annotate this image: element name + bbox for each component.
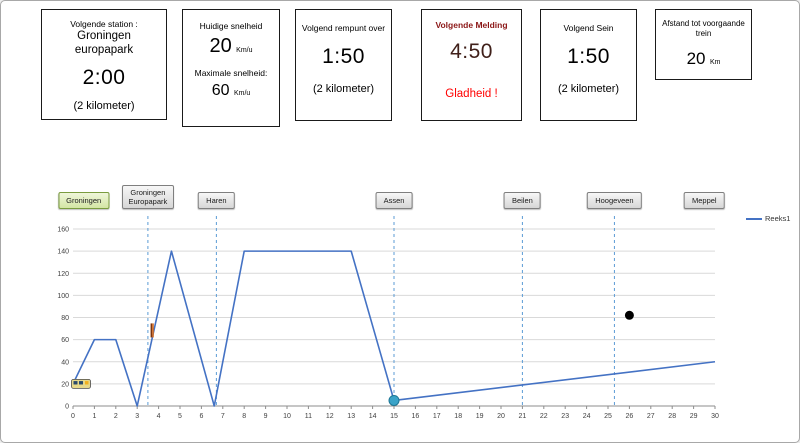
current-speed-unit: Km/u <box>236 47 253 54</box>
max-speed-label: Maximale snelheid: <box>194 68 268 78</box>
x-tick-label: 2 <box>114 413 118 420</box>
x-tick-label: 7 <box>221 413 225 420</box>
x-tick-label: 6 <box>199 413 203 420</box>
y-tick-label: 160 <box>57 227 69 234</box>
next-message-warning: Gladheid ! <box>445 88 498 100</box>
y-tick-label: 120 <box>57 271 69 278</box>
y-tick-label: 140 <box>57 249 69 256</box>
x-tick-label: 12 <box>326 413 334 420</box>
station-label-groningen[interactable]: Groningen <box>58 192 110 209</box>
station-labels-row: Groningen Groningen Europapark Haren Assen B… <box>1 179 799 211</box>
x-tick-label: 30 <box>711 413 719 420</box>
x-tick-label: 20 <box>497 413 505 420</box>
train-ahead-marker <box>624 310 634 320</box>
y-tick-label: 40 <box>61 359 69 366</box>
x-tick-label: 21 <box>519 413 527 420</box>
station-label-meppel[interactable]: Meppel <box>683 192 725 209</box>
speed-profile-line <box>72 250 716 407</box>
panel-next-signal: Volgend Sein 1:50 (2 kilometer) <box>540 9 637 121</box>
x-tick-label: 9 <box>264 413 268 420</box>
panel-current-speed: Huidige snelheid 20 Km/u Maximale snelhe… <box>182 9 280 127</box>
x-tick-label: 23 <box>561 413 569 420</box>
next-signal-distance: (2 kilometer) <box>557 83 620 95</box>
panel-brake-point: Volgend rempunt over 1:50 (2 kilometer) <box>295 9 392 121</box>
legend-series-name: Reeks1 <box>765 214 791 223</box>
next-station-distance: (2 kilometer) <box>73 100 135 112</box>
station-label-beilen[interactable]: Beilen <box>503 192 541 209</box>
brake-point-time: 1:50 <box>322 45 365 68</box>
x-tick-label: 18 <box>454 413 462 420</box>
x-tick-label: 14 <box>369 413 377 420</box>
max-speed-number: 60 <box>211 82 230 99</box>
next-signal-time: 1:50 <box>567 45 610 68</box>
next-station-time: 2:00 <box>82 66 126 89</box>
x-tick-label: 22 <box>540 413 548 420</box>
next-message-title: Volgende Melding <box>435 20 508 30</box>
station-label-hoogeveen[interactable]: Hoogeveen <box>587 192 642 209</box>
preceding-train-number: 20 <box>686 49 706 68</box>
y-tick-label: 80 <box>61 315 69 322</box>
x-tick-label: 1 <box>92 413 96 420</box>
panel-next-message: Volgende Melding 4:50 Gladheid ! <box>421 9 522 121</box>
gladheid-marker <box>150 323 154 338</box>
y-tick-label: 60 <box>61 337 69 344</box>
x-tick-label: 16 <box>412 413 420 420</box>
next-message-time: 4:50 <box>450 40 493 63</box>
max-speed-unit: Km/u <box>233 90 251 97</box>
station-label-groningen-europapark[interactable]: Groningen Europapark <box>121 185 174 209</box>
panel-preceding-train: Afstand tot voorgaande trein 20 Km <box>655 9 752 80</box>
x-tick-label: 13 <box>347 413 355 420</box>
y-tick-label: 100 <box>57 293 69 300</box>
x-tick-label: 24 <box>583 413 591 420</box>
x-tick-label: 19 <box>476 413 484 420</box>
preceding-train-unit: Km <box>709 59 721 66</box>
station-label-haren[interactable]: Haren <box>198 192 235 209</box>
next-signal-title: Volgend Sein <box>563 23 614 33</box>
x-tick-label: 4 <box>157 413 161 420</box>
x-tick-label: 8 <box>242 413 246 420</box>
current-speed-number: 20 <box>209 35 232 57</box>
x-tick-label: 29 <box>690 413 698 420</box>
brake-point-distance: (2 kilometer) <box>312 83 375 95</box>
x-tick-label: 26 <box>626 413 634 420</box>
x-tick-label: 25 <box>604 413 612 420</box>
preceding-train-title-line1: Afstand tot voorgaande <box>662 19 745 28</box>
stop-point-marker <box>388 394 400 406</box>
x-tick-label: 28 <box>668 413 676 420</box>
legend-line-sample <box>746 217 762 220</box>
chart-legend: Reeks1 <box>746 214 790 223</box>
max-speed-value: 60 Km/u <box>183 82 279 100</box>
current-speed-title: Huidige snelheid <box>199 21 263 31</box>
train-icon <box>71 378 91 389</box>
y-tick-label: 20 <box>61 381 69 388</box>
next-station-name-line2: europapark <box>74 44 134 56</box>
y-tick-label: 0 <box>65 404 69 411</box>
x-tick-label: 5 <box>178 413 182 420</box>
preceding-train-value: 20 Km <box>656 49 751 69</box>
x-tick-label: 11 <box>305 413 312 420</box>
panel-next-station: Volgende station : Groningen europapark … <box>41 9 167 120</box>
next-station-title: Volgende station : <box>70 19 138 29</box>
x-tick-label: 17 <box>433 413 441 420</box>
preceding-train-title-line2: trein <box>695 29 712 38</box>
current-speed-value: 20 Km/u <box>183 35 279 58</box>
x-tick-label: 10 <box>283 413 291 420</box>
x-tick-label: 27 <box>647 413 655 420</box>
next-station-name-line1: Groningen <box>77 30 131 42</box>
x-tick-label: 0 <box>71 413 75 420</box>
x-tick-label: 15 <box>390 413 398 420</box>
x-tick-label: 3 <box>135 413 139 420</box>
station-label-assen[interactable]: Assen <box>375 192 413 209</box>
brake-point-title: Volgend rempunt over <box>301 23 386 33</box>
